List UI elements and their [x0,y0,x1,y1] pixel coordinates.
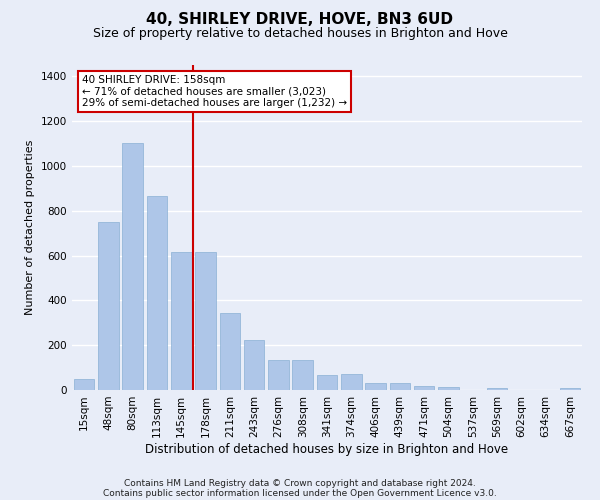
Text: 40, SHIRLEY DRIVE, HOVE, BN3 6UD: 40, SHIRLEY DRIVE, HOVE, BN3 6UD [146,12,454,28]
Bar [341,374,362,390]
Bar [487,388,508,390]
Bar [438,386,459,390]
Bar [220,312,240,390]
Text: 40 SHIRLEY DRIVE: 158sqm
← 71% of detached houses are smaller (3,023)
29% of sem: 40 SHIRLEY DRIVE: 158sqm ← 71% of detach… [82,74,347,108]
Text: Size of property relative to detached houses in Brighton and Hove: Size of property relative to detached ho… [92,28,508,40]
Bar [317,376,337,390]
Bar [122,144,143,390]
Bar [389,384,410,390]
Text: Contains public sector information licensed under the Open Government Licence v3: Contains public sector information licen… [103,488,497,498]
Bar [195,252,216,390]
Y-axis label: Number of detached properties: Number of detached properties [25,140,35,315]
Bar [268,360,289,390]
Text: Contains HM Land Registry data © Crown copyright and database right 2024.: Contains HM Land Registry data © Crown c… [124,478,476,488]
Bar [414,386,434,390]
Bar [244,340,265,390]
Bar [74,379,94,390]
Bar [560,388,580,390]
Bar [292,360,313,390]
Bar [146,196,167,390]
Bar [98,222,119,390]
X-axis label: Distribution of detached houses by size in Brighton and Hove: Distribution of detached houses by size … [145,442,509,456]
Bar [171,252,191,390]
Bar [365,384,386,390]
